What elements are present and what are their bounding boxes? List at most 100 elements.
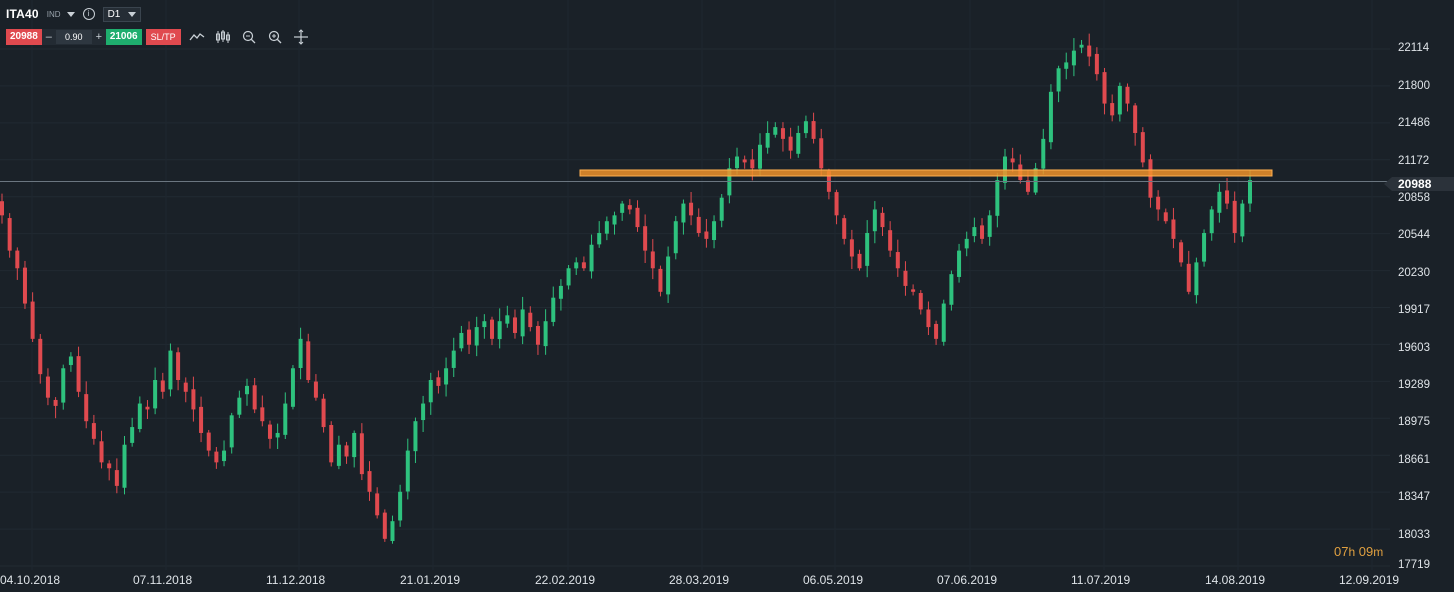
timeframe-value: D1 bbox=[107, 8, 121, 20]
chart-grid bbox=[0, 0, 1390, 570]
candle bbox=[972, 217, 977, 243]
price-chart[interactable] bbox=[0, 0, 1390, 570]
candle-body bbox=[229, 415, 234, 448]
candle-body bbox=[329, 425, 334, 463]
candle-body bbox=[811, 121, 816, 139]
date-tick: 21.01.2019 bbox=[400, 573, 461, 587]
candle-body bbox=[1094, 53, 1099, 75]
candle-body bbox=[765, 132, 770, 148]
candle bbox=[689, 192, 694, 226]
candle-body bbox=[114, 470, 119, 486]
candle bbox=[551, 286, 556, 327]
symbol-type: IND bbox=[46, 9, 61, 19]
sell-button[interactable]: 20988 bbox=[6, 29, 42, 45]
zoom-in-icon[interactable] bbox=[267, 29, 283, 45]
candle-body bbox=[803, 121, 808, 134]
candle bbox=[237, 390, 242, 419]
candle-body bbox=[76, 356, 81, 392]
timeframe-select[interactable]: D1 bbox=[102, 6, 142, 22]
candle bbox=[1202, 229, 1207, 267]
candle bbox=[114, 458, 119, 494]
candle-body bbox=[681, 203, 686, 223]
countdown-minutes-unit: m bbox=[1373, 545, 1384, 559]
candle bbox=[352, 430, 357, 468]
candle-body bbox=[206, 432, 211, 451]
candle bbox=[7, 213, 12, 258]
candle bbox=[222, 440, 227, 467]
price-tick: 22114 bbox=[1398, 42, 1430, 54]
candle-body bbox=[497, 321, 502, 340]
candle-body bbox=[1010, 158, 1015, 163]
candle bbox=[865, 220, 870, 278]
candle-body bbox=[635, 207, 640, 228]
candle bbox=[574, 257, 579, 275]
info-icon[interactable]: i bbox=[82, 8, 95, 20]
candle-body bbox=[673, 221, 678, 254]
increase-lot-button[interactable]: + bbox=[95, 31, 103, 43]
candle bbox=[99, 430, 104, 469]
candle bbox=[1079, 39, 1084, 54]
candle bbox=[757, 133, 762, 176]
candle-body bbox=[551, 297, 556, 322]
buy-button[interactable]: 21006 bbox=[105, 29, 142, 45]
countdown-hours-unit: h bbox=[1348, 545, 1356, 559]
price-tick: 17719 bbox=[1398, 559, 1430, 571]
candle-body bbox=[390, 521, 395, 542]
countdown-hours: 07 bbox=[1334, 544, 1349, 559]
candle bbox=[987, 210, 992, 246]
candle-body bbox=[1133, 105, 1138, 133]
candle-body bbox=[819, 138, 824, 169]
candle-body bbox=[980, 225, 985, 239]
candle bbox=[819, 128, 824, 176]
candle bbox=[581, 256, 586, 271]
candle bbox=[528, 306, 533, 332]
candle bbox=[122, 435, 127, 495]
candle-body bbox=[604, 221, 609, 234]
candle bbox=[30, 292, 35, 343]
candle bbox=[336, 435, 341, 470]
lot-size-field[interactable]: 0.90 bbox=[55, 30, 92, 44]
candle bbox=[964, 231, 969, 257]
symbol-name[interactable]: ITA40 bbox=[6, 7, 39, 21]
decrease-lot-button[interactable]: – bbox=[45, 31, 52, 43]
candle-body bbox=[359, 433, 364, 475]
candle-body bbox=[964, 238, 969, 249]
candle-body bbox=[903, 270, 908, 286]
candle bbox=[444, 357, 449, 397]
candle-countdown: 07h 09m bbox=[1334, 544, 1383, 559]
candlestick-icon[interactable] bbox=[215, 29, 231, 45]
candle bbox=[505, 305, 510, 328]
zoom-out-icon[interactable] bbox=[241, 29, 257, 45]
candlestick-chart[interactable] bbox=[0, 0, 1390, 570]
lot-stepper[interactable]: – 0.90 + bbox=[41, 29, 106, 45]
candle bbox=[535, 321, 540, 355]
candle-body bbox=[459, 332, 464, 349]
line-chart-icon[interactable] bbox=[189, 29, 205, 45]
price-tick: 19917 bbox=[1398, 304, 1430, 316]
candle bbox=[1217, 183, 1222, 223]
candle-body bbox=[627, 205, 632, 210]
candle-body bbox=[934, 323, 939, 339]
sltp-button[interactable]: SL/TP bbox=[145, 29, 181, 45]
candle bbox=[398, 484, 403, 527]
candle bbox=[168, 343, 173, 397]
candle bbox=[451, 337, 456, 378]
crosshair-icon[interactable] bbox=[293, 29, 309, 45]
candle bbox=[895, 239, 900, 277]
candle bbox=[467, 321, 472, 354]
chevron-down-icon[interactable] bbox=[66, 11, 75, 17]
candle-body bbox=[757, 144, 762, 169]
candle bbox=[1163, 208, 1168, 224]
candle bbox=[842, 214, 847, 245]
candle-body bbox=[145, 406, 150, 410]
candle-body bbox=[512, 317, 517, 333]
candle bbox=[344, 441, 349, 464]
candle-body bbox=[773, 127, 778, 135]
trade-toolbar: 20988 – 0.90 + 21006 SL/TP bbox=[6, 28, 309, 46]
candle-body bbox=[895, 252, 900, 269]
candle bbox=[512, 309, 517, 339]
candle-body bbox=[780, 128, 785, 139]
candle bbox=[1071, 38, 1076, 77]
candle-body bbox=[474, 327, 479, 346]
candle bbox=[428, 372, 433, 415]
